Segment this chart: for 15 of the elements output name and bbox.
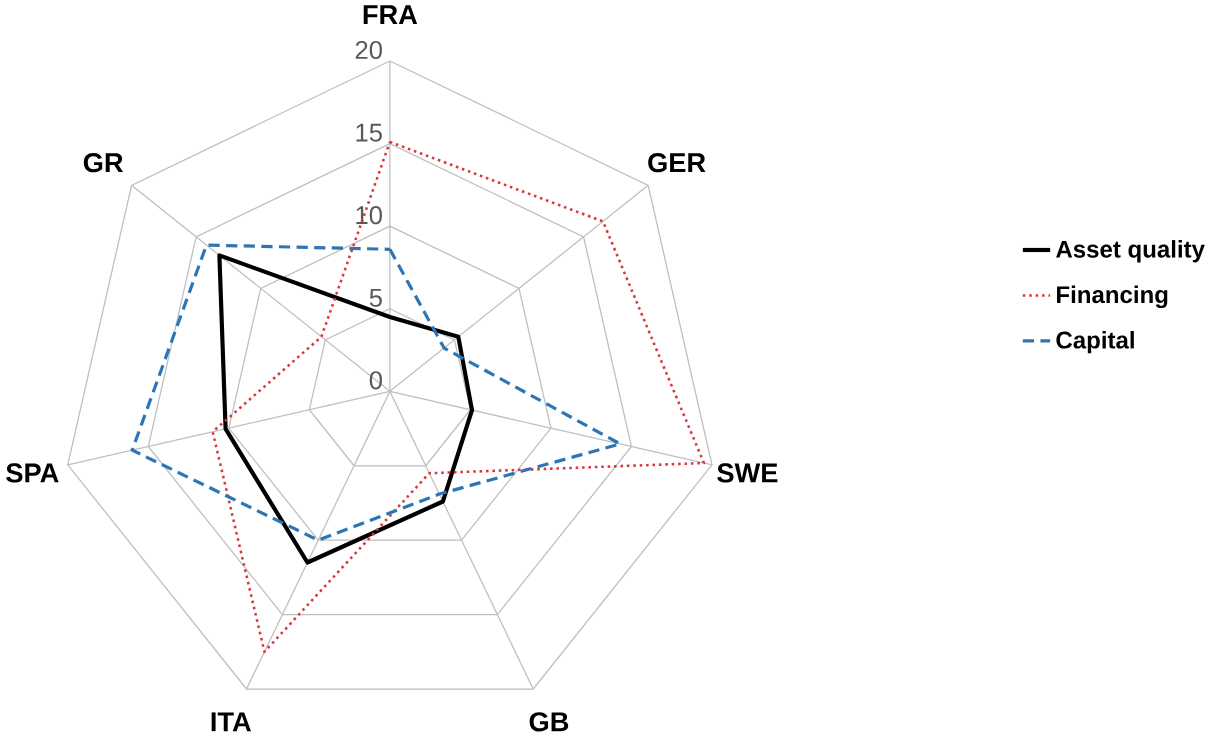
spoke-label: FRA <box>363 5 418 25</box>
spoke-label: GER <box>648 153 706 173</box>
spoke-label: SPA <box>6 463 59 483</box>
legend-label: Financing <box>1057 285 1168 309</box>
y-tick-label: 0 <box>369 371 382 390</box>
y-tick-label: 15 <box>356 123 382 142</box>
legend-label: Asset quality <box>1056 240 1205 263</box>
y-tick-label: 10 <box>356 206 382 225</box>
y-tick-label: 20 <box>355 41 382 60</box>
spoke-label: GR <box>83 153 124 173</box>
spoke-label: GB <box>529 712 569 732</box>
legend-label: Capital <box>1056 331 1134 354</box>
y-tick-label: 5 <box>369 289 382 307</box>
spoke-label: SWE <box>717 463 778 483</box>
spoke-label: ITA <box>211 712 251 732</box>
